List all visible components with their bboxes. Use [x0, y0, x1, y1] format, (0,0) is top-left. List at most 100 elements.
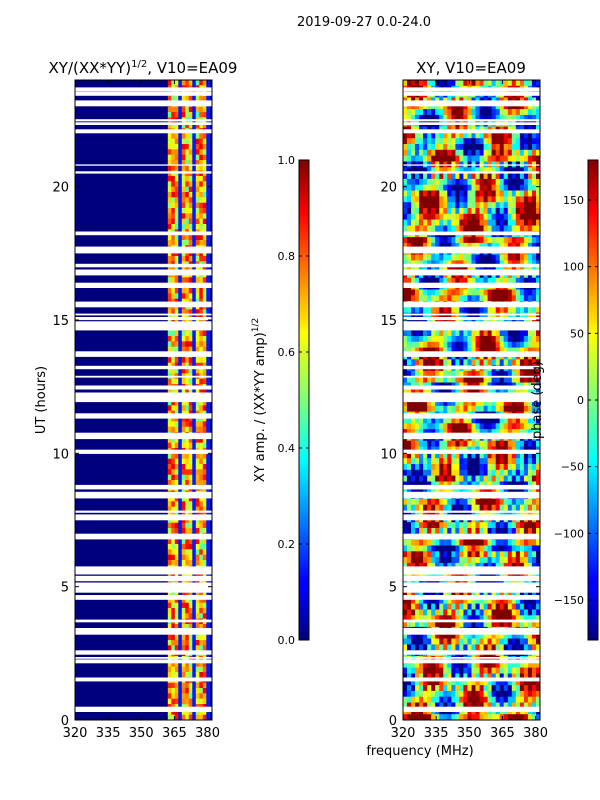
- phase-cell: [423, 446, 428, 453]
- amp-cell: [192, 592, 197, 598]
- phase-cell: [455, 144, 460, 151]
- phase-cell: [431, 557, 436, 564]
- phase-cell: [511, 400, 517, 407]
- amp-cell: [192, 682, 197, 689]
- phase-cell: [507, 173, 513, 180]
- amp-cell: [171, 656, 176, 662]
- phase-cell: [415, 498, 420, 506]
- phase-cell: [415, 429, 420, 436]
- phase-cell: [491, 522, 496, 529]
- phase-cell: [475, 615, 480, 622]
- phase-cell: [511, 603, 517, 610]
- phase-cell: [447, 423, 452, 430]
- amp-cell: [171, 346, 176, 353]
- phase-cell: [467, 644, 472, 651]
- phase-cell: [403, 330, 408, 337]
- amp-cell: [206, 181, 211, 187]
- phase-cell: [459, 417, 464, 424]
- amp-cell: [188, 277, 193, 283]
- phase-cell: [451, 429, 456, 436]
- phase-cell: [523, 469, 529, 476]
- phase-cell: [423, 347, 428, 354]
- amp-cell: [181, 656, 186, 662]
- amp-cell: [178, 208, 183, 214]
- phase-cell: [495, 376, 501, 383]
- phase-cell: [463, 149, 468, 156]
- phase-cell: [411, 103, 416, 110]
- amp-cell: [171, 389, 176, 395]
- amp-cell: [178, 554, 183, 561]
- phase-cell: [479, 80, 484, 87]
- phase-cell: [427, 202, 432, 209]
- phase-cell: [439, 330, 444, 337]
- phase-cell: [511, 260, 517, 267]
- amp-cell: [195, 288, 200, 294]
- phase-cell: [511, 132, 517, 139]
- phase-cell: [511, 80, 517, 87]
- phase-cell: [435, 341, 440, 348]
- phase-cell: [439, 597, 444, 604]
- phase-cell: [431, 80, 436, 87]
- phase-cell: [483, 661, 488, 668]
- phase-cell: [479, 510, 484, 517]
- amp-cell: [178, 602, 183, 609]
- amp-cell: [199, 554, 204, 561]
- phase-cell: [475, 266, 480, 273]
- phase-cell: [483, 155, 488, 162]
- amp-cell: [192, 437, 197, 443]
- phase-cell: [439, 178, 444, 186]
- phase-cell: [495, 481, 501, 488]
- phase-cell: [435, 714, 440, 720]
- phase-cell: [467, 679, 472, 686]
- phase-cell: [435, 464, 440, 471]
- phase-cell: [451, 452, 456, 459]
- phase-cell: [407, 167, 412, 174]
- amp-cell: [206, 634, 211, 641]
- phase-cell: [499, 638, 505, 645]
- phase-cell: [511, 446, 517, 453]
- phase-cell: [507, 388, 513, 395]
- phase-cell: [511, 312, 517, 319]
- amp-cell: [171, 405, 176, 411]
- phase-cell: [463, 190, 468, 197]
- phase-cell: [463, 260, 468, 267]
- phase-cell: [407, 487, 412, 494]
- phase-cell: [471, 603, 476, 610]
- amp-cell: [206, 442, 211, 449]
- phase-cell: [427, 685, 432, 692]
- amp-cell: [202, 592, 207, 598]
- phase-cell: [515, 219, 521, 226]
- amp-cell: [202, 378, 207, 385]
- phase-cell: [455, 225, 460, 232]
- phase-cell: [415, 417, 420, 424]
- phase-cell: [495, 347, 501, 354]
- phase-cell: [403, 469, 408, 476]
- phase-cell: [451, 696, 456, 703]
- phase-cell: [415, 603, 420, 610]
- phase-cell: [411, 260, 416, 267]
- phase-cell: [467, 109, 472, 116]
- phase-cell: [447, 359, 452, 366]
- phase-cell: [499, 632, 505, 639]
- phase-cell: [467, 440, 472, 447]
- amp-cell: [181, 133, 186, 139]
- amp-cell: [181, 592, 186, 598]
- amp-cell: [181, 400, 186, 406]
- amp-cell: [181, 426, 186, 433]
- phase-cell: [475, 295, 480, 302]
- phase-cell: [419, 190, 424, 197]
- phase-cell: [411, 114, 416, 122]
- phase-cell: [459, 213, 464, 220]
- phase-cell: [403, 370, 408, 378]
- phase-cell: [403, 144, 408, 151]
- phase-cell: [403, 644, 408, 651]
- amp-cell: [192, 357, 197, 363]
- amp-cell: [192, 202, 197, 209]
- phase-cell: [435, 603, 440, 610]
- phase-cell: [435, 225, 440, 232]
- phase-cell: [519, 138, 525, 145]
- phase-cell: [511, 667, 517, 674]
- phase-cell: [447, 149, 452, 156]
- phase-cell: [439, 562, 444, 570]
- phase-cell: [491, 597, 496, 604]
